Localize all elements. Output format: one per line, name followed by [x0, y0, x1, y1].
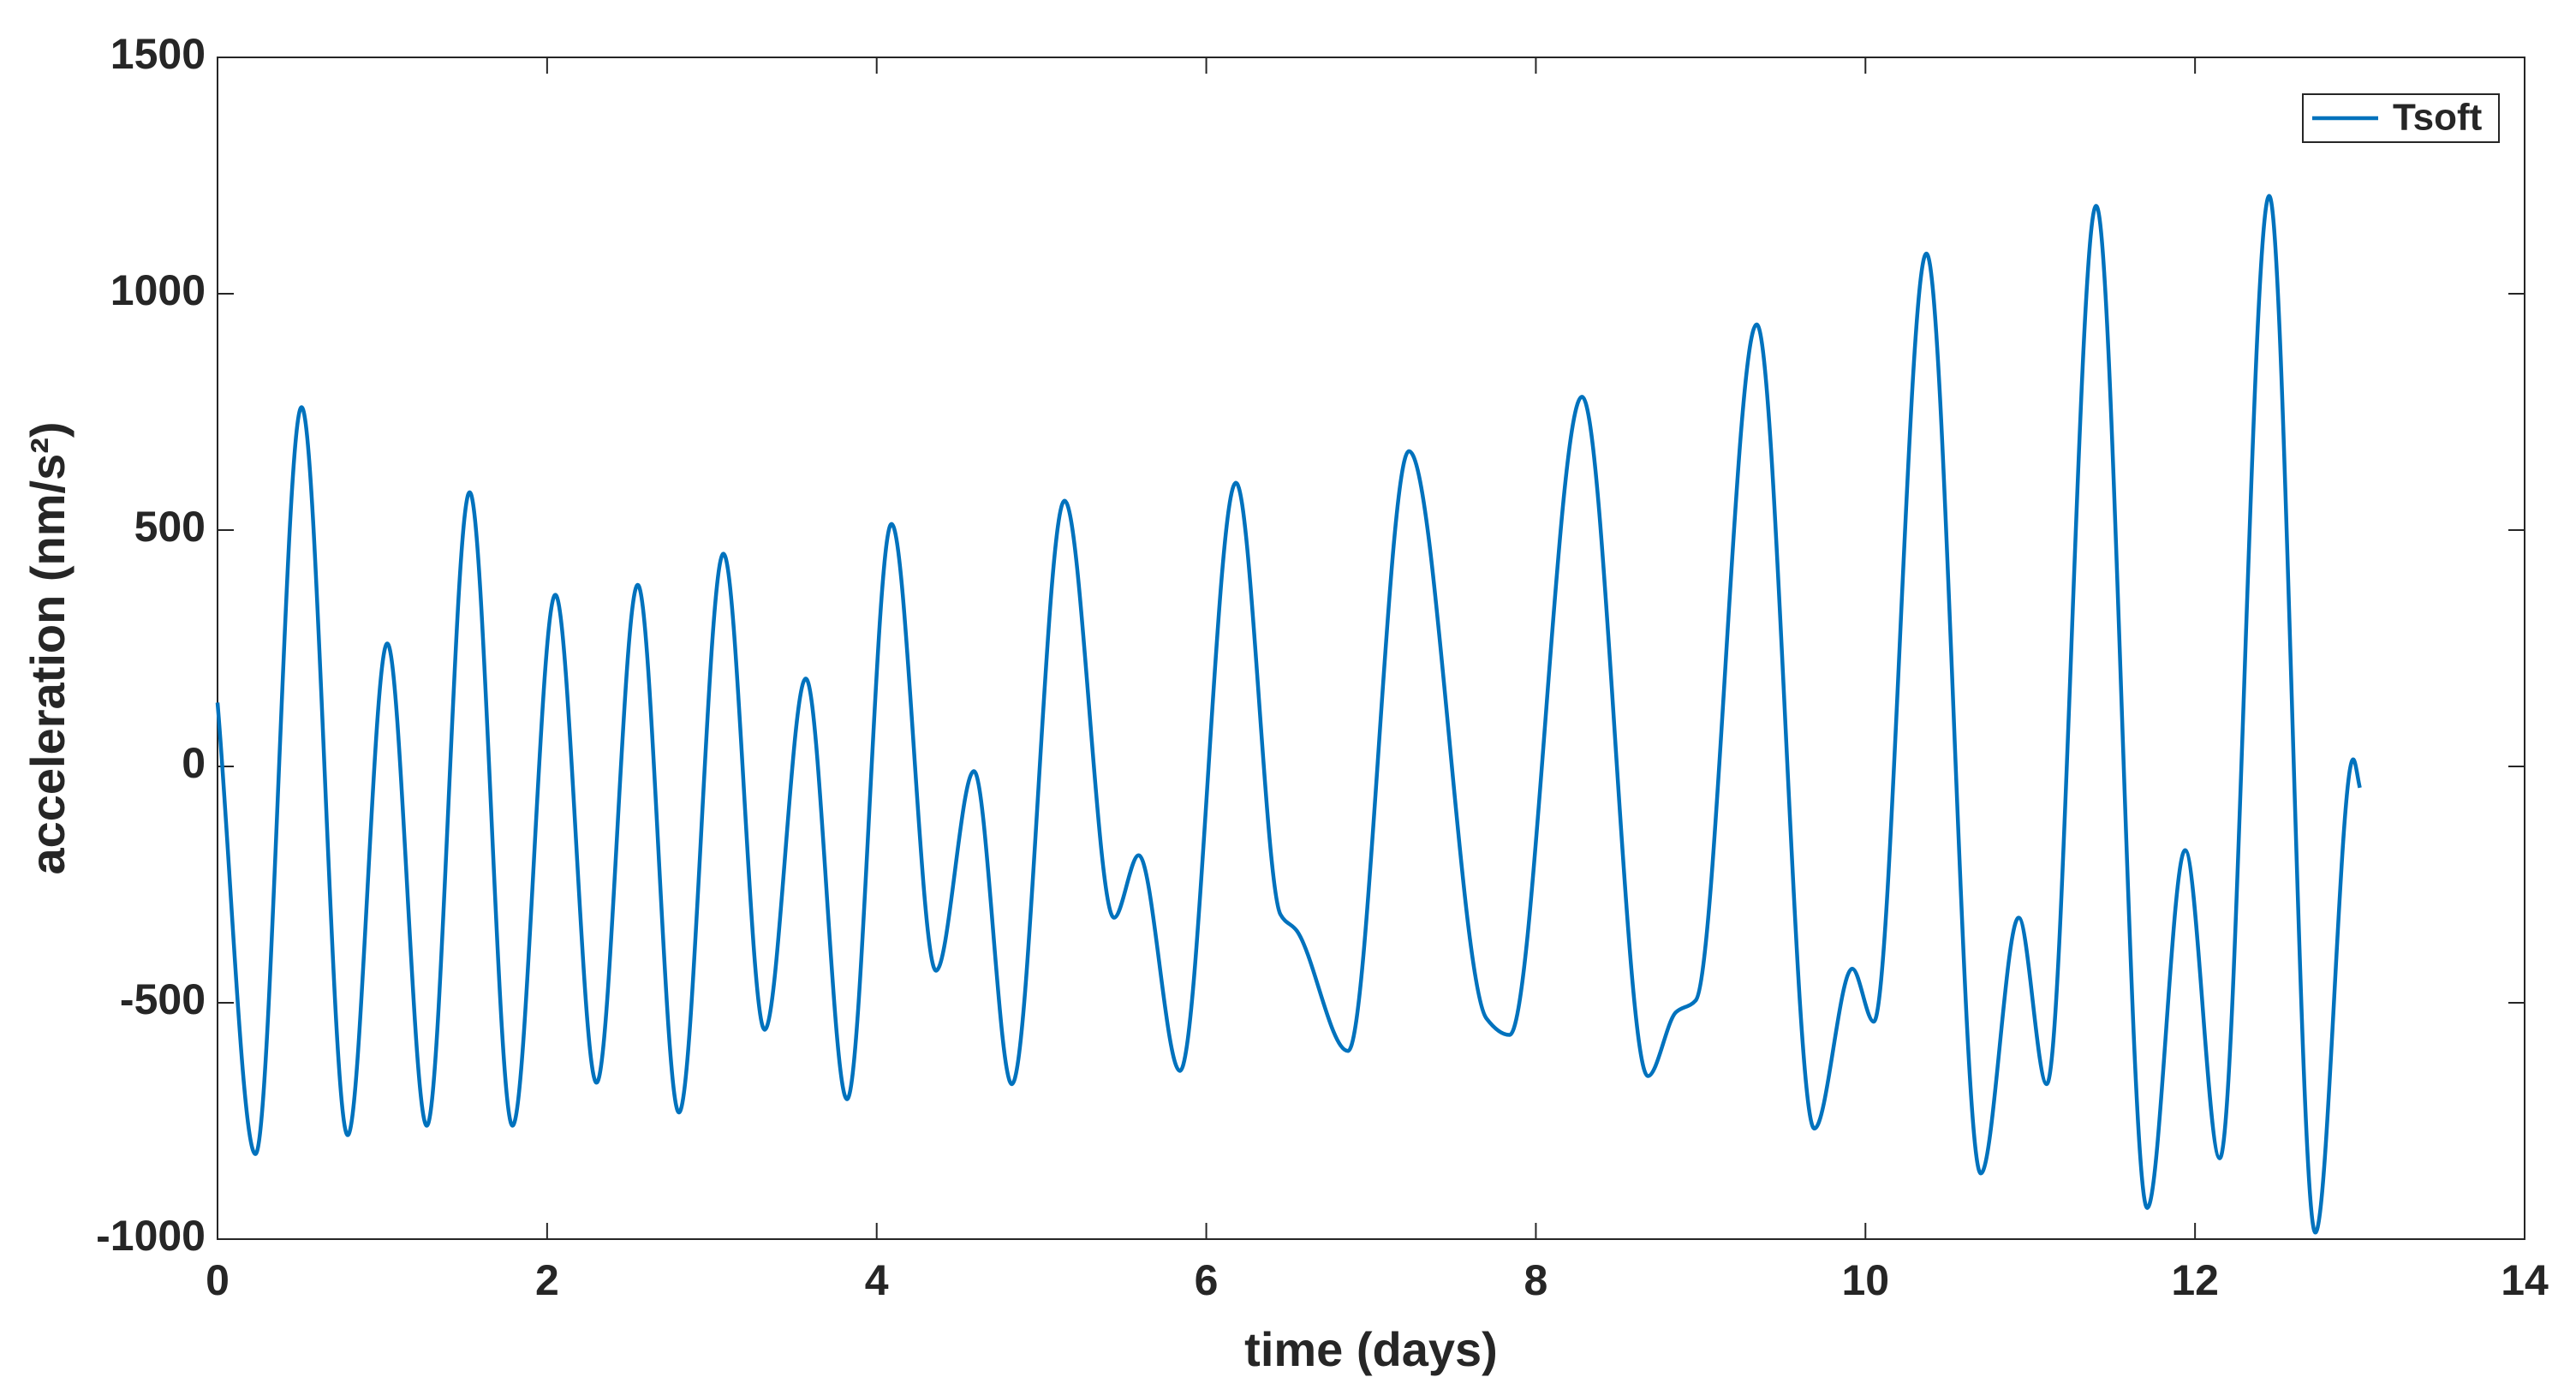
- y-axis-label: acceleration (nm/s²): [21, 421, 75, 874]
- x-tick-label: 14: [2501, 1256, 2549, 1304]
- legend-label: Tsoft: [2393, 97, 2483, 139]
- x-tick-label: 12: [2171, 1256, 2219, 1304]
- y-tick-label: -1000: [96, 1212, 206, 1260]
- x-tick-label: 6: [1195, 1256, 1219, 1304]
- x-axis-label: time (days): [1244, 1322, 1498, 1376]
- y-tick-label: 500: [134, 503, 206, 551]
- x-tick-label: 0: [206, 1256, 230, 1304]
- y-tick-label: 1000: [110, 266, 206, 314]
- y-tick-label: 0: [182, 739, 206, 787]
- data-line: [215, 194, 2362, 1235]
- x-tick-label: 4: [865, 1256, 889, 1304]
- y-tick-label: -500: [120, 975, 206, 1023]
- y-tick-label: 1500: [110, 30, 206, 78]
- x-tick-label: 2: [535, 1256, 559, 1304]
- x-tick-label: 8: [1524, 1256, 1548, 1304]
- x-tick-label: 10: [1841, 1256, 1889, 1304]
